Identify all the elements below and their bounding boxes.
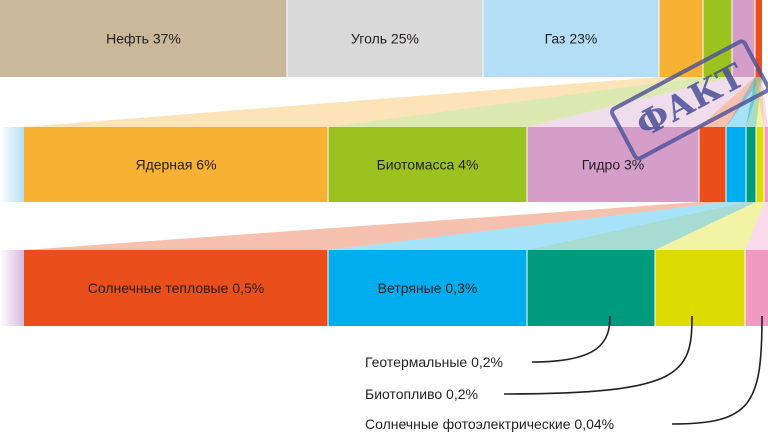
segment-label: Уголь 25% <box>351 31 419 47</box>
funnel-band <box>755 77 764 127</box>
funnel-band <box>655 202 764 250</box>
bar-segment <box>746 127 756 202</box>
funnel-band <box>328 202 746 250</box>
funnel-band <box>527 202 756 250</box>
bar-segment <box>732 0 755 77</box>
row-fade <box>0 250 24 326</box>
bar-segment <box>328 127 527 202</box>
segment-label: Ядерная 6% <box>135 157 216 173</box>
segment-label: Гидро 3% <box>582 157 644 173</box>
bar-segment <box>287 0 483 77</box>
bar-segment <box>755 0 762 77</box>
segment-label: Газ 23% <box>545 31 598 47</box>
segment-label: Биотомасса 4% <box>377 157 479 173</box>
funnel-band <box>746 77 762 127</box>
bar-segment <box>483 0 659 77</box>
bar-segment <box>703 0 732 77</box>
row-fade <box>0 127 24 202</box>
callout-leader <box>531 315 611 363</box>
bar-segment <box>24 127 328 202</box>
bar-segment <box>764 127 768 202</box>
bar-segment <box>527 127 699 202</box>
bar-segment <box>726 127 746 202</box>
bar-segment <box>699 127 726 202</box>
callout-leader <box>671 315 763 425</box>
bar-segment <box>0 0 287 77</box>
funnel-band <box>24 202 726 250</box>
segment-label: Ветряные 0,3% <box>378 280 478 296</box>
funnel-band <box>699 77 762 127</box>
funnel-band <box>24 77 703 127</box>
bar-segment <box>745 250 768 326</box>
bar-segment <box>24 250 328 326</box>
funnel-band <box>328 77 732 127</box>
callout-label: Солнечные фотоэлектрические 0,04% <box>365 416 614 432</box>
funnel-band <box>745 202 768 250</box>
bar-segment <box>527 250 655 326</box>
funnel-band <box>755 77 768 127</box>
callout-leader <box>503 315 693 395</box>
bar-segment <box>328 250 527 326</box>
funnel-band <box>527 77 755 127</box>
callout-label: Геотермальные 0,2% <box>365 354 503 370</box>
callout-label: Биотопливо 0,2% <box>365 386 478 402</box>
bar-segment <box>756 127 764 202</box>
segment-label: Нефть 37% <box>106 31 181 47</box>
bar-segment <box>655 250 745 326</box>
segment-label: Солнечные тепловые 0,5% <box>88 280 264 296</box>
